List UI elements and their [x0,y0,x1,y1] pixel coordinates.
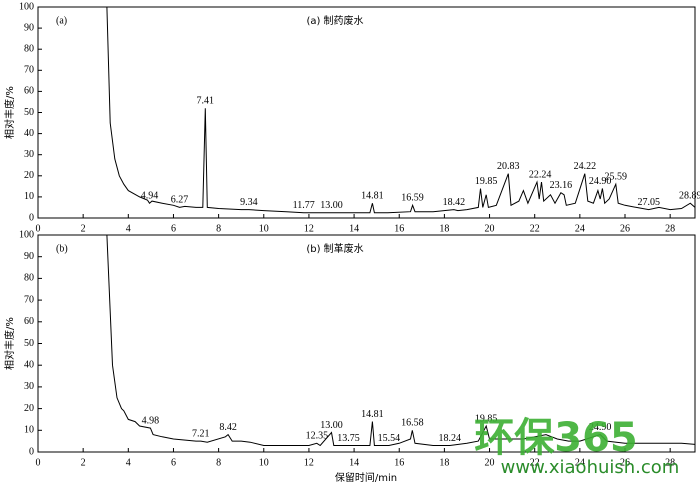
peak-label: 27.05 [637,197,660,208]
y-tick-label: 80 [24,43,34,54]
x-tick-label: 16 [394,223,404,234]
x-tick-label: 26 [620,457,630,468]
peak-label: 4.98 [142,415,160,426]
x-axis-label: 保留时间/min [335,471,397,484]
panel-title: (b) 制革废水 [306,242,363,255]
x-tick-label: 18 [439,223,449,234]
peak-label: 24.90 [589,422,612,433]
y-tick-label: 10 [24,191,34,202]
y-tick-label: 70 [24,65,34,76]
y-tick-label: 10 [24,425,34,436]
peak-label: 7.21 [192,428,210,439]
peak-label: 18.42 [443,197,466,208]
y-tick-label: 40 [24,128,34,139]
x-tick-label: 28 [665,457,675,468]
y-tick-label: 80 [24,273,34,284]
watermark: 环保365 [474,415,638,461]
y-tick-label: 20 [24,170,34,181]
x-tick-label: 6 [171,223,176,234]
x-tick-label: 20 [485,223,495,234]
peak-label: 9.34 [240,197,258,208]
x-tick-label: 0 [36,223,41,234]
x-tick-label: 28 [665,223,675,234]
peak-label: 6.27 [171,195,189,206]
x-tick-label: 24 [575,457,585,468]
y-tick-label: 30 [24,381,34,392]
y-tick-label: 20 [24,403,34,414]
x-tick-label: 12 [304,223,314,234]
peak-label: 22.24 [529,169,552,180]
peak-label: 19.85 [475,176,498,187]
x-tick-label: 8 [216,223,221,234]
x-tick-label: 16 [394,457,404,468]
y-tick-label: 70 [24,294,34,305]
trace [106,234,696,447]
peak-label: 11.77 [293,200,315,211]
peak-label: 25.59 [605,172,628,183]
y-tick-label: 60 [24,316,34,327]
peak-label: 20.83 [497,161,520,172]
trace [106,6,696,214]
peak-label: 13.75 [337,433,360,444]
y-axis-label: 相对丰度/% [3,86,16,139]
y-tick-label: 30 [24,149,34,160]
peak-label: 24.90 [589,176,612,187]
x-tick-label: 12 [304,457,314,468]
peak-label: 24.22 [574,161,597,172]
y-tick-label: 90 [24,251,34,262]
y-tick-label: 0 [29,212,34,223]
panel-label: (b) [56,243,68,254]
x-tick-label: 6 [171,457,176,468]
x-tick-label: 10 [259,223,269,234]
x-tick-label: 22 [530,457,540,468]
y-axis-label: 相对丰度/% [3,317,16,370]
watermark-url: www.xiaohuish.com [501,457,680,478]
panel-title: (a) 制药废水 [306,14,363,27]
peak-label: 28.89 [679,191,700,202]
peak-label: 4.94 [141,191,159,202]
x-tick-label: 26 [620,223,630,234]
y-tick-label: 60 [24,86,34,97]
y-tick-label: 100 [19,229,34,240]
peak-label: 16.59 [401,193,424,204]
x-tick-label: 22 [530,223,540,234]
y-tick-label: 90 [24,22,34,33]
x-tick-label: 0 [36,457,41,468]
peak-label: 23.16 [550,180,573,191]
y-tick-label: 0 [29,446,34,457]
x-tick-label: 2 [81,223,86,234]
peak-label: 19.85 [475,413,498,424]
peak-label: 18.24 [439,433,462,444]
peak-label: 12.35 [306,431,329,442]
y-tick-label: 50 [24,107,34,118]
x-tick-label: 4 [126,457,131,468]
peak-label: 13.00 [320,200,343,211]
x-tick-label: 18 [439,457,449,468]
peak-label: 8.42 [219,422,237,433]
x-tick-label: 24 [575,223,585,234]
peak-label: 7.41 [197,96,215,107]
x-tick-label: 8 [216,457,221,468]
peak-label: 14.81 [361,409,384,420]
peak-label: 16.58 [401,418,424,429]
x-tick-label: 2 [81,457,86,468]
peak-label: 13.00 [320,420,343,431]
panel-label: (a) [56,15,67,26]
x-tick-label: 10 [259,457,269,468]
y-tick-label: 100 [19,1,34,12]
x-tick-label: 4 [126,223,131,234]
y-tick-label: 40 [24,359,34,370]
x-tick-label: 14 [349,457,359,468]
y-tick-label: 50 [24,338,34,349]
peak-label: 15.54 [378,433,401,444]
x-tick-label: 14 [349,223,359,234]
peak-label: 14.81 [361,191,384,202]
x-tick-label: 20 [485,457,495,468]
